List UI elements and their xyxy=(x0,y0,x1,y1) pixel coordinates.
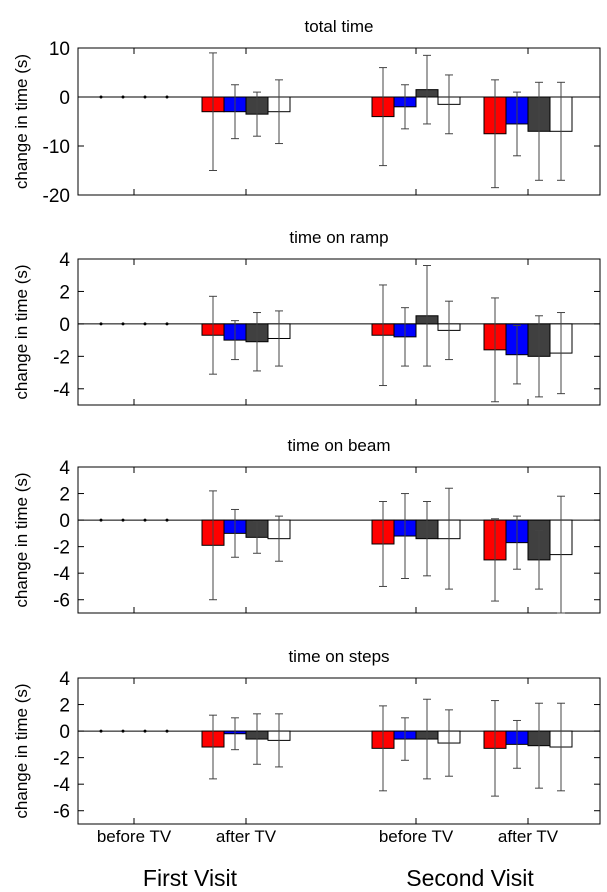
y-tick-label: -4 xyxy=(53,564,70,585)
axes-frame xyxy=(77,677,601,825)
chart-panel-3: time on beam change in time (s) -6 -4 -2 0 2 4 xyxy=(12,436,601,614)
axes-frame xyxy=(77,466,601,614)
zero-value-dot xyxy=(143,518,147,522)
y-tick-label: -4 xyxy=(53,380,70,401)
y-tick-label: 0 xyxy=(59,315,70,336)
y-tick-label: 0 xyxy=(59,88,70,109)
zero-value-dot xyxy=(165,729,169,733)
zero-value-dot xyxy=(121,95,125,99)
y-tick-label: 0 xyxy=(59,511,70,532)
zero-value-dot xyxy=(99,95,103,99)
zero-value-dot xyxy=(99,322,103,326)
panel-title: time on beam xyxy=(288,436,391,455)
x-tick-label-second-after: after TV xyxy=(498,827,559,846)
y-tick-label: -4 xyxy=(53,775,70,796)
y-axis-label: change in time (s) xyxy=(12,264,31,399)
y-tick-label: 4 xyxy=(59,250,70,271)
chart-panel-2: time on ramp change in time (s) -4 -2 0 2 4 xyxy=(12,228,601,406)
y-tick-label: -2 xyxy=(53,749,70,770)
zero-value-dot xyxy=(121,322,125,326)
y-tick-label: -20 xyxy=(43,186,70,207)
axes-frame xyxy=(77,258,601,406)
y-tick-label: 0 xyxy=(59,722,70,743)
chart-panel-4: time on steps change in time (s) -6 -4 -2 0 2 4 xyxy=(12,647,601,825)
y-tick-label: -6 xyxy=(53,591,70,612)
zero-value-dot xyxy=(165,95,169,99)
x-tick-label-first-after: after TV xyxy=(216,827,277,846)
zero-value-dot xyxy=(143,95,147,99)
zero-value-dot xyxy=(165,322,169,326)
group-labels: First Visit Second Visit xyxy=(143,865,534,891)
zero-value-dot xyxy=(143,729,147,733)
y-tick-label: 2 xyxy=(59,282,70,303)
zero-value-dot xyxy=(99,518,103,522)
y-tick-label: 2 xyxy=(59,485,70,506)
y-axis-label: change in time (s) xyxy=(12,683,31,818)
group-label-second-visit: Second Visit xyxy=(406,865,534,891)
axes-frame xyxy=(77,47,601,196)
panel-title: time on steps xyxy=(288,647,389,666)
zero-value-dot xyxy=(121,518,125,522)
y-axis-label: change in time (s) xyxy=(12,472,31,607)
y-tick-label: -2 xyxy=(53,347,70,368)
y-tick-label: 4 xyxy=(59,458,70,479)
y-tick-label: 10 xyxy=(49,39,70,60)
x-tick-label-first-before: before TV xyxy=(97,827,172,846)
zero-value-dot xyxy=(121,729,125,733)
y-tick-label: -10 xyxy=(43,137,70,158)
zero-value-dot xyxy=(165,518,169,522)
group-label-first-visit: First Visit xyxy=(143,865,238,891)
x-tick-label-second-before: before TV xyxy=(379,827,454,846)
zero-value-dot xyxy=(143,322,147,326)
y-tick-label: 4 xyxy=(59,669,70,690)
chart-panel-1: total time change in time (s) -20 -10 0 10 xyxy=(12,17,601,207)
y-tick-label: 2 xyxy=(59,696,70,717)
y-tick-label: -6 xyxy=(53,802,70,823)
panel-title: total time xyxy=(305,17,374,36)
zero-value-dot xyxy=(99,729,103,733)
y-tick-label: -2 xyxy=(53,538,70,559)
y-axis-label: change in time (s) xyxy=(12,54,31,189)
panel-title: time on ramp xyxy=(289,228,388,247)
x-axis-tick-labels: before TV after TV before TV after TV xyxy=(97,827,559,846)
